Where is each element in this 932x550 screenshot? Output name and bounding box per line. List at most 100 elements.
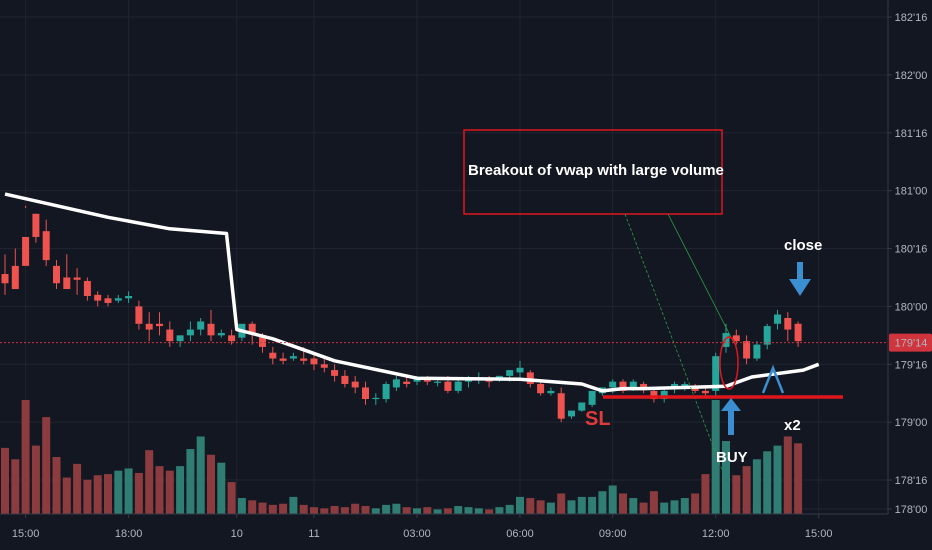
volume-bar (320, 508, 329, 514)
candle-body (372, 397, 380, 400)
candle-body (83, 280, 91, 296)
volume-bar (299, 504, 308, 514)
candle-body (619, 381, 627, 391)
price-tick-label: 179'16 (895, 359, 928, 371)
price-tick-label: 180'16 (895, 244, 928, 256)
volume-bar (104, 474, 112, 514)
candle-body (753, 344, 761, 359)
last-price-badge-bg (889, 333, 932, 352)
volume-bar (413, 508, 421, 514)
time-tick-label: 10 (231, 528, 243, 540)
candle-body (382, 383, 390, 400)
volume-bar (83, 479, 92, 514)
candle-body (32, 213, 40, 237)
volume-bar (62, 477, 71, 514)
volume-bar (248, 500, 257, 514)
candle-body (186, 329, 194, 336)
candle-body (207, 323, 215, 336)
candle-body (300, 358, 308, 361)
candle-body (320, 364, 328, 368)
candle-body (794, 323, 802, 342)
candle-body (660, 390, 668, 400)
candle-body (722, 333, 730, 347)
volume-bar (207, 454, 215, 514)
volume-bar (701, 474, 710, 514)
candle-body (53, 265, 60, 284)
volume-bar (505, 504, 514, 514)
price-axis: 182'16 182'00 181'16 181'00 180'16 180'00 179'… (887, 0, 928, 516)
volume-bar (279, 503, 288, 514)
candle-body (774, 314, 781, 324)
candle-body (763, 326, 771, 345)
volume-bar (608, 485, 617, 514)
volume-bar (433, 509, 442, 514)
price-tick-label: 181'16 (895, 128, 928, 140)
candle-body (310, 358, 318, 365)
candle-body (269, 352, 277, 359)
time-tick-label: 11 (308, 528, 319, 540)
candle-body (629, 381, 637, 388)
volume-bar (217, 462, 226, 514)
volume-bar (52, 457, 61, 514)
buy-label: BUY (716, 449, 748, 466)
candle-body (671, 383, 678, 388)
last-price-badge: 179'14 (889, 333, 932, 352)
volume-bar (783, 436, 792, 514)
volume-bar (516, 496, 524, 514)
volume-bar (577, 496, 586, 514)
volume-bar (423, 507, 432, 514)
volume-bar (588, 496, 597, 514)
time-axis: 15:00 18:00 10 11 03:00 06:00 09:00 12:00 15:00 (0, 513, 888, 540)
candle-body (197, 321, 205, 330)
candle-body (156, 323, 163, 327)
time-tick-label: 09:00 (599, 528, 627, 540)
last-price-label: 179'14 (895, 338, 928, 350)
candle-body (176, 335, 184, 342)
volume-bar (186, 449, 195, 514)
candle-body (588, 390, 596, 405)
volume-bar (619, 493, 627, 514)
price-tick-label: 178'16 (895, 475, 928, 487)
volume-bar (474, 508, 483, 514)
volume-bar (310, 507, 318, 514)
candle-body (568, 410, 575, 417)
volume-bar (629, 498, 638, 514)
volume-bars (1, 400, 803, 514)
volume-bar (114, 470, 123, 514)
candle-body (42, 231, 50, 261)
volume-bar (330, 506, 339, 514)
candle-body (1, 273, 9, 284)
candle-body (743, 341, 751, 359)
sl-label: SL (585, 408, 611, 430)
candle-body (640, 383, 648, 388)
candle-body (434, 381, 442, 383)
volume-bar (371, 508, 380, 514)
candle-body (114, 298, 122, 301)
pointer-line-2 (667, 213, 735, 344)
candle-body (444, 381, 452, 391)
candle-body (341, 375, 349, 384)
candle-body (145, 323, 153, 330)
time-tick-label: 15:00 (805, 528, 833, 540)
volume-bar (546, 502, 555, 514)
volume-bar (495, 507, 504, 514)
candle-body (166, 329, 174, 342)
candle-body (784, 317, 792, 330)
volume-bar (402, 507, 411, 514)
candle-body (557, 393, 565, 419)
candle-body (22, 236, 30, 266)
time-tick-label: 06:00 (506, 528, 534, 540)
candle-body (609, 381, 617, 388)
candle-body (537, 383, 545, 394)
volume-bar (289, 496, 298, 514)
volume-bar (93, 475, 102, 514)
volume-bar (145, 450, 154, 514)
volume-bar (258, 502, 267, 514)
candle-body (526, 372, 534, 384)
candle-body (135, 306, 143, 324)
volume-bar (361, 506, 370, 514)
candle-body (279, 358, 287, 361)
volume-bar (351, 503, 360, 514)
